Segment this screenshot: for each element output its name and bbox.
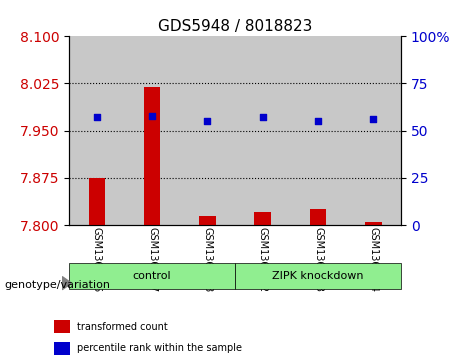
Bar — [54, 320, 70, 333]
Bar — [254, 212, 271, 225]
Point — [93, 115, 100, 121]
Bar — [69, 36, 124, 225]
Bar — [365, 222, 382, 225]
Point — [259, 115, 266, 121]
Text: percentile rank within the sample: percentile rank within the sample — [77, 343, 242, 354]
Point — [148, 113, 156, 118]
Bar — [89, 178, 105, 225]
Bar — [290, 36, 346, 225]
Text: transformed count: transformed count — [77, 322, 168, 332]
Point — [204, 118, 211, 124]
Text: GSM1369864: GSM1369864 — [368, 227, 378, 292]
Text: GSM1369863: GSM1369863 — [313, 227, 323, 292]
Text: genotype/variation: genotype/variation — [5, 280, 111, 290]
Text: GSM1369856: GSM1369856 — [92, 227, 102, 292]
Text: control: control — [133, 271, 171, 281]
Bar — [144, 87, 160, 225]
FancyBboxPatch shape — [235, 263, 401, 289]
Bar — [235, 36, 290, 225]
Bar — [310, 209, 326, 225]
Bar — [346, 36, 401, 225]
Point — [314, 118, 322, 124]
Text: GSM1369857: GSM1369857 — [147, 227, 157, 292]
FancyBboxPatch shape — [69, 263, 235, 289]
Text: ZIPK knockdown: ZIPK knockdown — [272, 271, 364, 281]
Bar — [124, 36, 180, 225]
Text: GSM1369858: GSM1369858 — [202, 227, 213, 292]
Polygon shape — [62, 277, 71, 290]
Bar — [54, 342, 70, 355]
Point — [370, 117, 377, 122]
Bar — [199, 216, 216, 225]
Bar — [180, 36, 235, 225]
Text: GSM1369862: GSM1369862 — [258, 227, 268, 292]
Title: GDS5948 / 8018823: GDS5948 / 8018823 — [158, 19, 312, 34]
